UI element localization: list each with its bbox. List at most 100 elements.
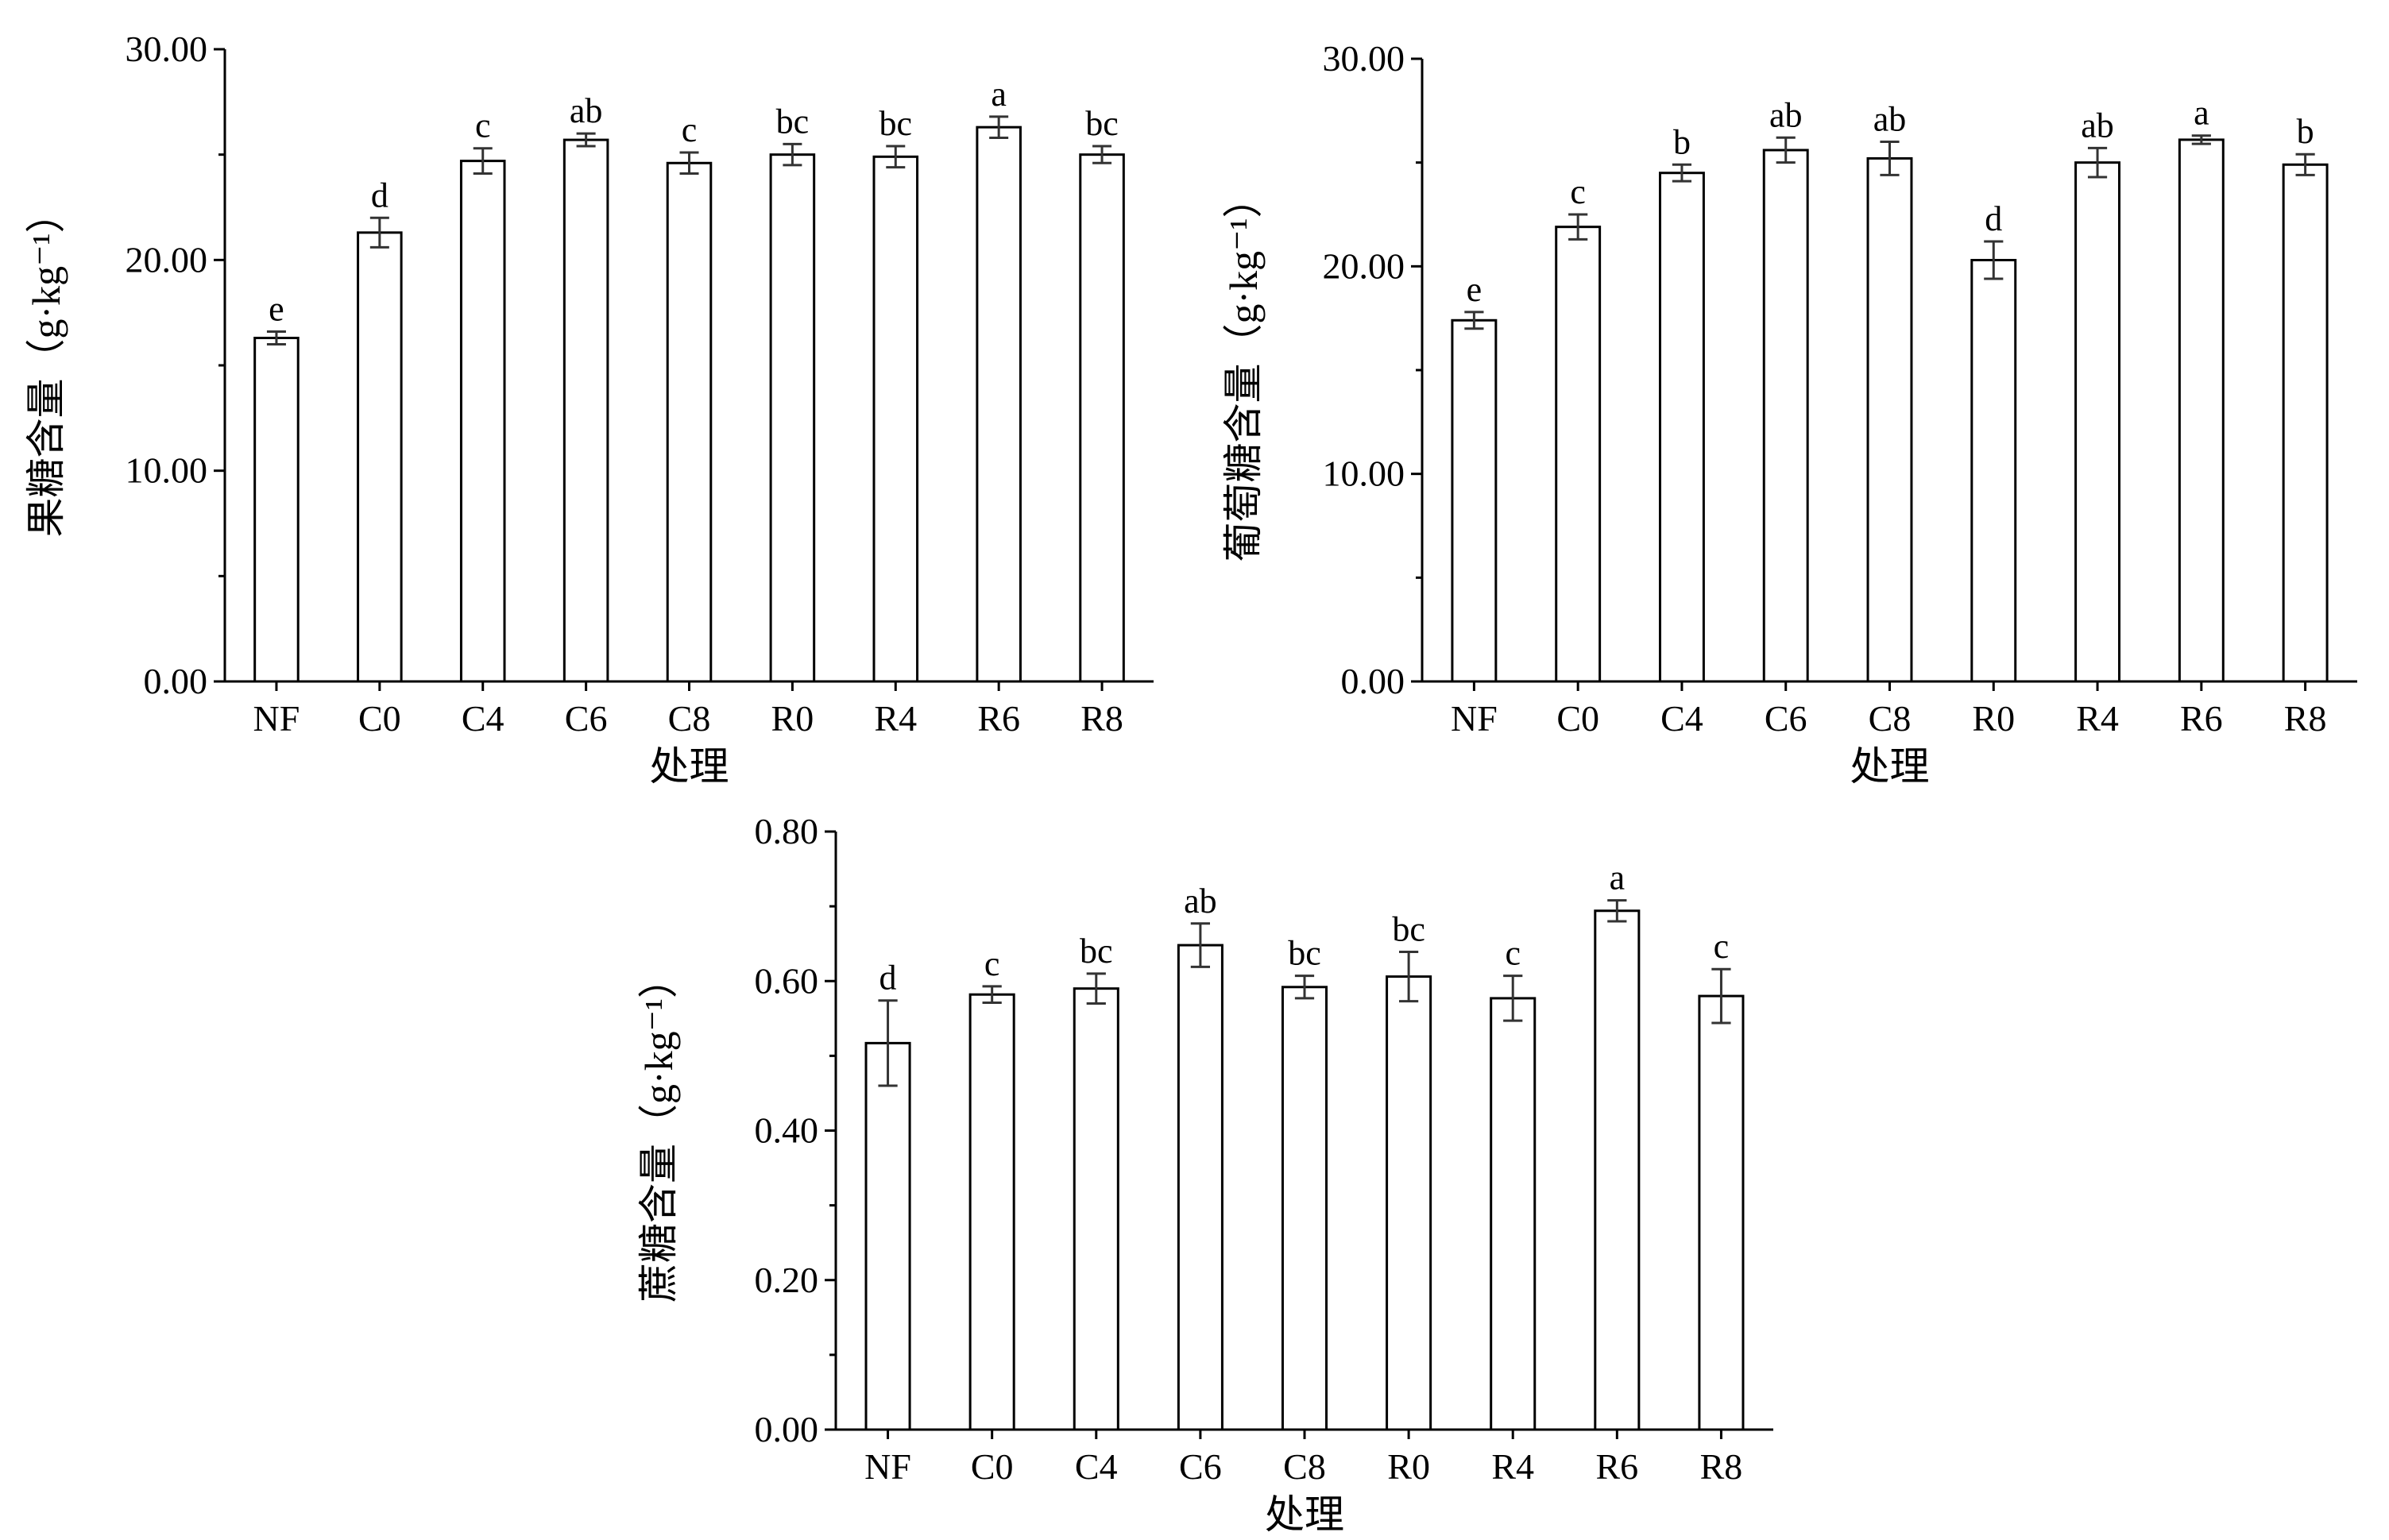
- sucrose-category-label: NF: [864, 1446, 911, 1487]
- glucose-y-axis-title: 葡萄糖含量（g·kg⁻¹）: [1221, 178, 1266, 562]
- glucose-bar-C4: [1658, 172, 1705, 683]
- fructose-category-label: C8: [668, 698, 711, 739]
- sucrose-y-tick-label: 0.60: [755, 960, 819, 1001]
- fructose-category-label: R0: [771, 698, 814, 739]
- sucrose-significance-label: a: [1610, 859, 1626, 897]
- fructose-category-label: R6: [977, 698, 1020, 739]
- sucrose-bar-NF: [864, 1041, 911, 1431]
- sucrose-category-label: C0: [971, 1446, 1014, 1487]
- sucrose-significance-label: c: [1714, 927, 1730, 966]
- fructose-bar-R4: [872, 155, 919, 683]
- glucose-significance-label: e: [1467, 270, 1482, 309]
- sucrose-y-tick-label: 0.00: [755, 1409, 819, 1449]
- fructose-significance-label: c: [475, 106, 491, 145]
- sucrose-significance-label: d: [879, 959, 897, 998]
- fructose-x-axis-title: 处理: [650, 744, 729, 789]
- fructose-category-label: R8: [1080, 698, 1123, 739]
- glucose-significance-label: b: [2297, 112, 2314, 151]
- fructose-category-label: C4: [462, 698, 504, 739]
- glucose-category-label: C4: [1660, 698, 1703, 739]
- sucrose-bar-R4: [1490, 997, 1537, 1431]
- fructose-bar-C8: [666, 161, 713, 683]
- fructose-significance-label: ab: [570, 91, 603, 130]
- glucose-bar-C8: [1866, 156, 1913, 683]
- sucrose-significance-label: bc: [1080, 932, 1113, 971]
- sucrose-bar-C0: [968, 993, 1015, 1431]
- sucrose-category-label: C6: [1179, 1446, 1222, 1487]
- glucose-significance-label: c: [1570, 172, 1586, 211]
- sucrose-significance-label: ab: [1184, 882, 1217, 921]
- glucose-category-label: NF: [1451, 698, 1498, 739]
- glucose-bar-C0: [1555, 226, 1602, 683]
- glucose-category-label: C0: [1556, 698, 1599, 739]
- sucrose-category-label: R8: [1700, 1446, 1743, 1487]
- sucrose-bar-C6: [1177, 944, 1223, 1431]
- sucrose-significance-label: bc: [1288, 934, 1321, 973]
- sucrose-bar-R6: [1594, 909, 1641, 1431]
- glucose-significance-label: ab: [1769, 95, 1803, 134]
- glucose-y-tick-label: 30.00: [1323, 38, 1405, 79]
- fructose-chart: 0.00 10.00 20.00 30.00 e NF d C0 c C4 ab C6 c C8 bc R0 b…: [24, 29, 1154, 789]
- sucrose-category-label: C8: [1283, 1446, 1326, 1487]
- glucose-bar-NF: [1451, 318, 1498, 683]
- sucrose-y-axis-title: 蔗糖含量（g·kg⁻¹）: [636, 959, 681, 1303]
- fructose-y-tick-label: 10.00: [126, 450, 208, 491]
- glucose-y-tick-label: 10.00: [1323, 454, 1405, 494]
- fructose-significance-label: bc: [879, 104, 913, 143]
- fructose-bar-R0: [769, 153, 816, 683]
- sucrose-bar-C4: [1073, 987, 1119, 1431]
- glucose-category-label: C8: [1869, 698, 1912, 739]
- sucrose-significance-label: c: [1505, 934, 1521, 973]
- sucrose-bar-C8: [1281, 986, 1328, 1431]
- glucose-bar-R6: [2178, 138, 2225, 683]
- sucrose-category-label: R0: [1387, 1446, 1430, 1487]
- fructose-bar-R8: [1079, 153, 1125, 683]
- sucrose-category-label: R6: [1595, 1446, 1638, 1487]
- fructose-significance-label: a: [991, 75, 1007, 114]
- fructose-bar-C4: [459, 160, 506, 683]
- fructose-y-tick-label: 20.00: [126, 239, 208, 280]
- fructose-category-label: R4: [874, 698, 917, 739]
- fructose-significance-label: bc: [1085, 104, 1119, 143]
- glucose-significance-label: d: [1985, 199, 2002, 238]
- glucose-category-label: R4: [2076, 698, 2119, 739]
- glucose-bar-R0: [1970, 258, 2017, 683]
- fructose-bar-R6: [976, 125, 1022, 683]
- fructose-significance-label: e: [269, 290, 284, 329]
- sucrose-category-label: R4: [1491, 1446, 1534, 1487]
- sucrose-significance-label: c: [984, 944, 1000, 983]
- sucrose-y-tick-label: 0.20: [755, 1260, 819, 1300]
- fructose-significance-label: d: [371, 176, 389, 214]
- fructose-y-tick-label: 0.00: [144, 661, 208, 701]
- sucrose-x-axis-title: 处理: [1265, 1492, 1344, 1537]
- glucose-bar-R8: [2282, 163, 2329, 683]
- sucrose-bar-R8: [1698, 994, 1745, 1431]
- sucrose-bar-R0: [1386, 975, 1432, 1431]
- sucrose-y-tick-label: 0.40: [755, 1110, 819, 1151]
- glucose-chart: 0.0010.0020.0030.00eNFcC0bC4abC6abC8dR0a…: [1221, 38, 2357, 789]
- glucose-bar-R4: [2074, 161, 2121, 683]
- fructose-bar-C0: [357, 231, 403, 683]
- sucrose-y-tick-label: 0.80: [755, 811, 819, 851]
- sucrose-chart: 0.00 0.20 0.40 0.60 0.80 d NF c C0 bc C4 ab C6 bc C8 bc…: [636, 811, 1773, 1537]
- fructose-y-axis-title: 果糖含量（g·kg⁻¹）: [24, 193, 68, 537]
- fructose-significance-label: bc: [776, 102, 810, 141]
- fructose-category-label: C0: [358, 698, 401, 739]
- glucose-bar-C6: [1762, 149, 1809, 683]
- glucose-significance-label: ab: [2081, 106, 2114, 145]
- glucose-x-axis-title: 处理: [1850, 744, 1930, 789]
- glucose-category-label: R0: [1972, 698, 2015, 739]
- glucose-significance-label: b: [1673, 122, 1691, 161]
- glucose-y-tick-label: 0.00: [1341, 661, 1405, 701]
- glucose-category-label: R6: [2180, 698, 2223, 739]
- fructose-bar-C6: [562, 138, 609, 683]
- fructose-category-label: NF: [253, 698, 300, 739]
- glucose-significance-label: ab: [1873, 100, 1907, 139]
- fructose-significance-label: c: [682, 110, 698, 149]
- sucrose-significance-label: bc: [1392, 910, 1425, 949]
- sucrose-category-label: C4: [1075, 1446, 1118, 1487]
- glucose-y-tick-label: 20.00: [1323, 245, 1405, 286]
- glucose-category-label: R8: [2284, 698, 2327, 739]
- glucose-significance-label: a: [2194, 94, 2209, 133]
